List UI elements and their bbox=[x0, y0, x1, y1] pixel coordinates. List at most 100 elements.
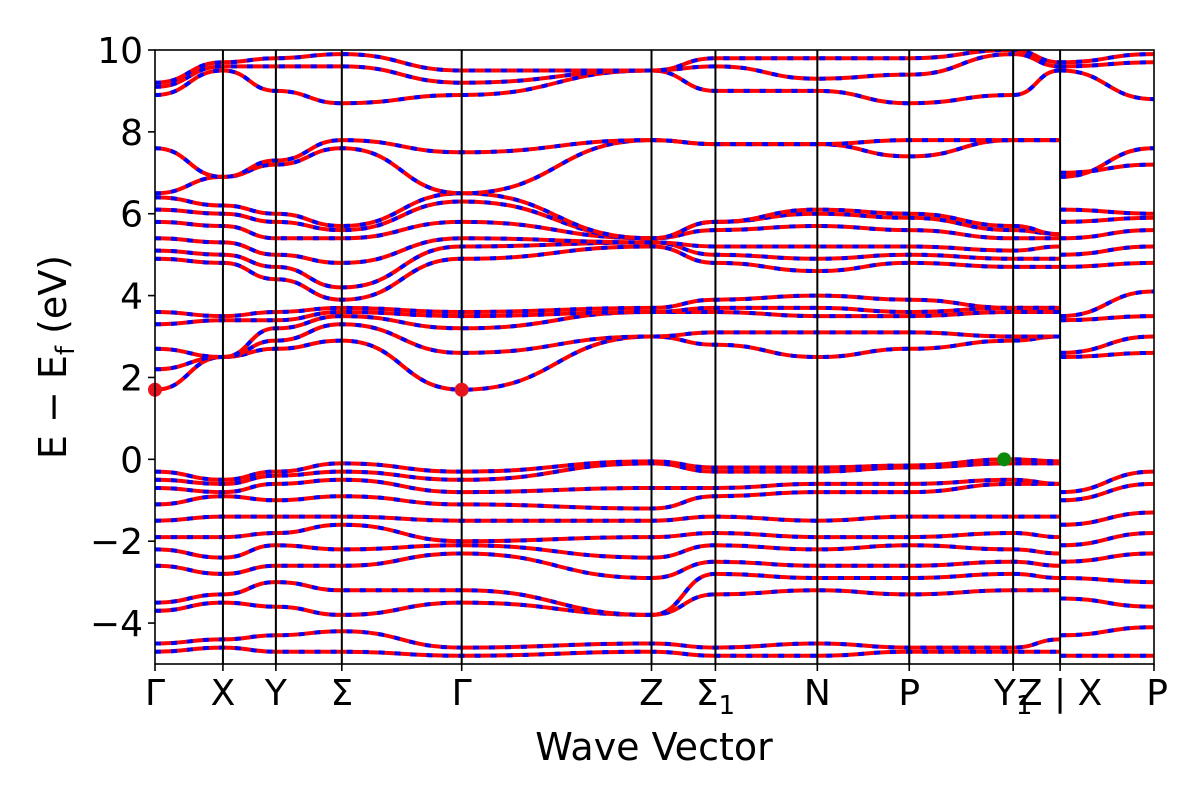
band-37 bbox=[1060, 350, 1154, 359]
band-dash bbox=[1060, 60, 1154, 69]
band-dash bbox=[155, 138, 1061, 196]
y-tick-label: 0 bbox=[120, 440, 143, 481]
band-45 bbox=[1060, 207, 1154, 216]
band-dash bbox=[155, 50, 1061, 85]
x-tick-label-3: Σ bbox=[330, 673, 353, 714]
band-dash bbox=[155, 138, 1061, 179]
band-31 bbox=[1060, 531, 1154, 548]
y-tick-label: 8 bbox=[120, 113, 143, 154]
band-line bbox=[155, 629, 1061, 650]
band-47 bbox=[1060, 162, 1154, 175]
band-dash bbox=[155, 551, 1061, 581]
band-dash bbox=[1060, 215, 1154, 224]
band-27 bbox=[155, 50, 1061, 85]
band-19 bbox=[155, 236, 1061, 265]
band-23 bbox=[155, 138, 1061, 196]
x-tick-label-5: Z bbox=[639, 673, 664, 714]
band-1 bbox=[155, 629, 1061, 650]
band-43 bbox=[1060, 228, 1154, 241]
y-axis-label-main: E − E bbox=[31, 355, 75, 459]
band-dash bbox=[155, 457, 1061, 482]
y-tick-label: −4 bbox=[90, 604, 143, 645]
y-ticks: −4 −2 0 2 4 6 8 10 bbox=[90, 31, 155, 645]
band-dash bbox=[1060, 334, 1154, 355]
band-dash bbox=[1060, 531, 1154, 548]
band-dash bbox=[1060, 260, 1154, 269]
band-46 bbox=[1060, 146, 1154, 179]
x-tick-label-8: P bbox=[898, 673, 920, 714]
band-dash bbox=[1060, 576, 1154, 585]
band-28 bbox=[1060, 469, 1154, 495]
band-dash bbox=[155, 199, 1061, 241]
band-line bbox=[155, 543, 1061, 560]
bands-layer bbox=[155, 50, 1154, 658]
band-dash bbox=[1060, 162, 1154, 175]
band-dash bbox=[1060, 52, 1154, 65]
band-34 bbox=[1060, 596, 1154, 609]
band-line bbox=[155, 236, 1061, 265]
x-tick-subscript: 1 bbox=[719, 691, 736, 721]
band-dash bbox=[1060, 314, 1154, 323]
extrema-markers bbox=[148, 382, 1012, 467]
band-32 bbox=[1060, 551, 1154, 564]
x-axis-label: Wave Vector bbox=[535, 725, 773, 769]
band-dash bbox=[1060, 68, 1154, 102]
x-tick-label-0: Γ bbox=[145, 673, 165, 714]
band-dash bbox=[1060, 207, 1154, 216]
band-dash bbox=[155, 322, 1061, 372]
band-dash bbox=[155, 240, 1061, 290]
band-dash bbox=[1060, 228, 1154, 241]
band-line bbox=[155, 334, 1061, 392]
x-tick-subscript: 1 bbox=[1016, 691, 1033, 721]
band-dash bbox=[1060, 625, 1154, 638]
x-tick-label-1: X bbox=[211, 673, 236, 714]
y-axis-label: E − Ef (eV) bbox=[31, 255, 81, 459]
band-6 bbox=[155, 522, 1061, 544]
x-tick-label-6: Σ1 bbox=[696, 673, 735, 721]
band-dash bbox=[1060, 289, 1154, 319]
x-tick-label-4: Γ bbox=[452, 673, 472, 714]
band-33 bbox=[1060, 576, 1154, 585]
band-dash bbox=[155, 191, 1061, 241]
y-tick-label: −2 bbox=[90, 522, 143, 563]
band-41 bbox=[1060, 260, 1154, 269]
vbm-marker bbox=[997, 452, 1012, 467]
band-38 bbox=[1060, 334, 1154, 355]
band-48 bbox=[1060, 68, 1154, 102]
x-tick-label-2: Y bbox=[264, 673, 288, 714]
band-dash bbox=[1060, 469, 1154, 495]
band-29 bbox=[1060, 481, 1154, 503]
band-dash bbox=[1060, 551, 1154, 564]
y-axis-label-sub: f bbox=[51, 345, 81, 355]
x-tick-label-7: N bbox=[804, 673, 831, 714]
band-dash bbox=[1060, 146, 1154, 179]
cbm-marker-1 bbox=[454, 382, 469, 397]
band-35 bbox=[1060, 625, 1154, 638]
band-dash bbox=[1060, 244, 1154, 257]
y-axis-label-unit: (eV) bbox=[31, 255, 75, 346]
band-30 bbox=[1060, 510, 1154, 527]
band-40 bbox=[1060, 289, 1154, 319]
k-point-lines bbox=[221, 50, 1062, 664]
band-24 bbox=[155, 138, 1061, 179]
band-7 bbox=[155, 514, 1061, 523]
y-tick-label: 10 bbox=[97, 31, 143, 72]
band-dash bbox=[155, 244, 1061, 302]
band-dash bbox=[155, 334, 1061, 392]
band-12 bbox=[155, 334, 1061, 392]
band-dash bbox=[155, 461, 1061, 486]
band-dash bbox=[1060, 596, 1154, 609]
x-tick-label-11: P bbox=[1146, 673, 1168, 714]
plot-frame bbox=[154, 49, 1155, 665]
band-line bbox=[155, 138, 1061, 196]
band-42 bbox=[1060, 244, 1154, 257]
band-50 bbox=[1060, 52, 1154, 65]
band-dash bbox=[1060, 510, 1154, 527]
y-tick-label: 2 bbox=[120, 358, 143, 399]
band-dash bbox=[1060, 350, 1154, 359]
band-5 bbox=[155, 543, 1061, 560]
band-44 bbox=[1060, 215, 1154, 224]
y-tick-label: 4 bbox=[120, 277, 143, 318]
